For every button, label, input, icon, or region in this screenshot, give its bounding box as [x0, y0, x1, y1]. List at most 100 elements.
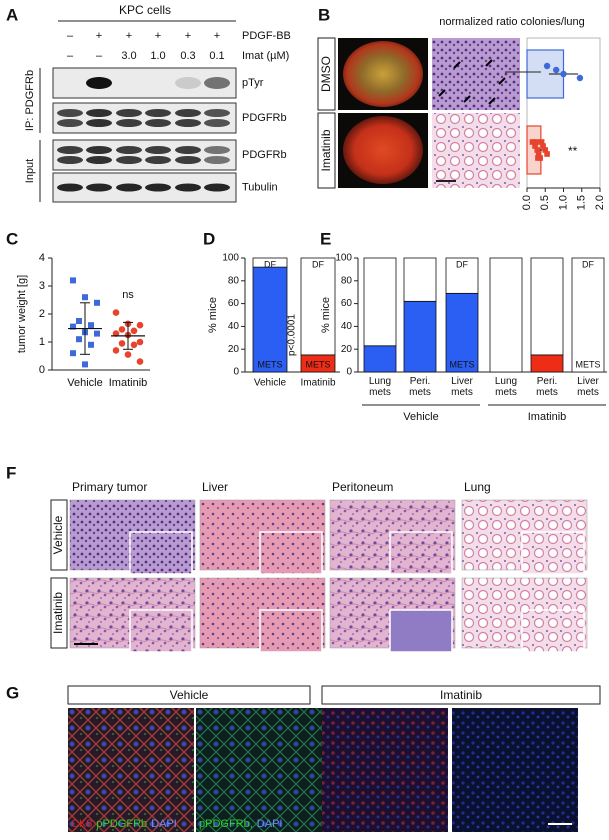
- point: [136, 338, 144, 346]
- band: [116, 119, 142, 127]
- x-tick-label: Vehicle: [67, 377, 102, 389]
- y-tick-label: 60: [341, 298, 353, 309]
- chart-title: normalized ratio colonies/lung: [439, 16, 585, 28]
- x-tick-label: Liver mets: [577, 376, 599, 398]
- point: [538, 139, 545, 145]
- x-tick-label: Lung mets: [368, 376, 392, 398]
- point: [112, 347, 120, 354]
- segment-label: METS: [449, 359, 474, 369]
- x-tick-label: 1.5: [576, 195, 588, 210]
- point: [118, 340, 126, 347]
- row-label: PDGF-BB: [242, 30, 291, 42]
- lane-cell: +: [126, 30, 132, 42]
- band: [175, 77, 201, 89]
- caption-part: DAPI: [151, 818, 177, 830]
- blot: [52, 102, 237, 134]
- y-tick-label: 2: [39, 308, 45, 320]
- point: [529, 139, 536, 145]
- column-header: Liver: [202, 480, 228, 494]
- x-tick-label: 2.0: [594, 195, 606, 210]
- lane-cell: –: [67, 30, 74, 42]
- y-tick-label: 80: [341, 275, 353, 286]
- x-tick-label: Vehicle: [254, 378, 287, 389]
- y-tick-label: 40: [228, 321, 240, 332]
- band: [86, 183, 112, 192]
- bar-segment: [571, 257, 605, 373]
- histology-inset: [521, 609, 585, 653]
- blot-label: PDGFRb: [242, 112, 287, 124]
- band: [86, 146, 112, 154]
- point: [532, 143, 538, 149]
- y-axis-label: % mice: [207, 297, 219, 333]
- panel-label: A: [6, 5, 18, 24]
- segment-label: DF: [456, 259, 468, 269]
- point: [124, 351, 132, 358]
- row-label: DMSO: [319, 56, 333, 92]
- point: [542, 147, 549, 153]
- band: [57, 183, 83, 192]
- column-header: Peritoneum: [332, 480, 393, 494]
- blot-label: Tubulin: [242, 181, 278, 193]
- band: [116, 109, 142, 117]
- x-tick-label: Imatinib: [109, 377, 148, 389]
- band: [204, 156, 230, 164]
- y-tick-label: 40: [341, 321, 353, 332]
- point: [533, 139, 539, 145]
- band: [116, 183, 142, 192]
- histology-inset: [259, 531, 323, 575]
- y-tick-label: 1: [39, 336, 45, 348]
- row-label: Vehicle: [51, 515, 65, 554]
- band: [86, 156, 112, 164]
- row-label-box: [50, 499, 68, 571]
- x-tick-label: Peri. mets: [409, 376, 431, 398]
- band: [145, 183, 171, 192]
- histology-inset: [129, 531, 193, 575]
- segment-label: METS: [305, 359, 330, 369]
- group-label: Vehicle: [170, 688, 209, 702]
- y-tick-label: 0: [233, 367, 239, 378]
- bar-segment: [363, 257, 397, 347]
- point: [76, 318, 82, 324]
- segment-label: DF: [312, 259, 324, 269]
- segment-label: METS: [257, 359, 282, 369]
- caption: pPDGFRb, DAPI: [199, 818, 282, 830]
- x-tick-label: Imatinib: [300, 378, 335, 389]
- panel-label: E: [320, 229, 331, 248]
- band: [145, 119, 171, 127]
- band: [116, 156, 142, 164]
- lane-cell: +: [96, 30, 102, 42]
- column-header: Lung: [464, 480, 491, 494]
- point: [82, 361, 88, 368]
- y-axis-label: % mice: [320, 297, 332, 333]
- point: [136, 321, 144, 329]
- bar-segment: [403, 257, 437, 302]
- panel-label: G: [6, 683, 19, 702]
- y-tick-label: 0: [346, 367, 352, 378]
- point: [118, 326, 126, 333]
- point: [553, 66, 560, 74]
- bar-segment: [530, 354, 564, 373]
- blot-label: pTyr: [242, 77, 264, 89]
- row-label-box: [317, 112, 336, 189]
- segment-label: DF: [264, 259, 276, 269]
- panel-label: D: [203, 229, 215, 248]
- x-tick-label: 0.5: [539, 195, 551, 210]
- band: [86, 77, 112, 89]
- lung-photo: [343, 41, 423, 107]
- x-tick-label: Liver mets: [451, 376, 473, 398]
- lane-cell: +: [214, 30, 220, 42]
- panel-title: KPC cells: [119, 3, 171, 17]
- row-label: Imatinib: [319, 129, 333, 171]
- point: [560, 70, 567, 78]
- histology-inset: [521, 531, 585, 575]
- bar-segment: [530, 257, 564, 356]
- caption: CK8 pPDGFRb DAPI: [71, 818, 177, 830]
- point: [130, 341, 138, 349]
- point: [70, 277, 76, 284]
- x-tick-label: Lung mets: [494, 376, 518, 398]
- side-label: Input: [24, 159, 36, 183]
- y-tick-label: 100: [335, 253, 352, 264]
- x-tick-label: 0.0: [521, 195, 533, 210]
